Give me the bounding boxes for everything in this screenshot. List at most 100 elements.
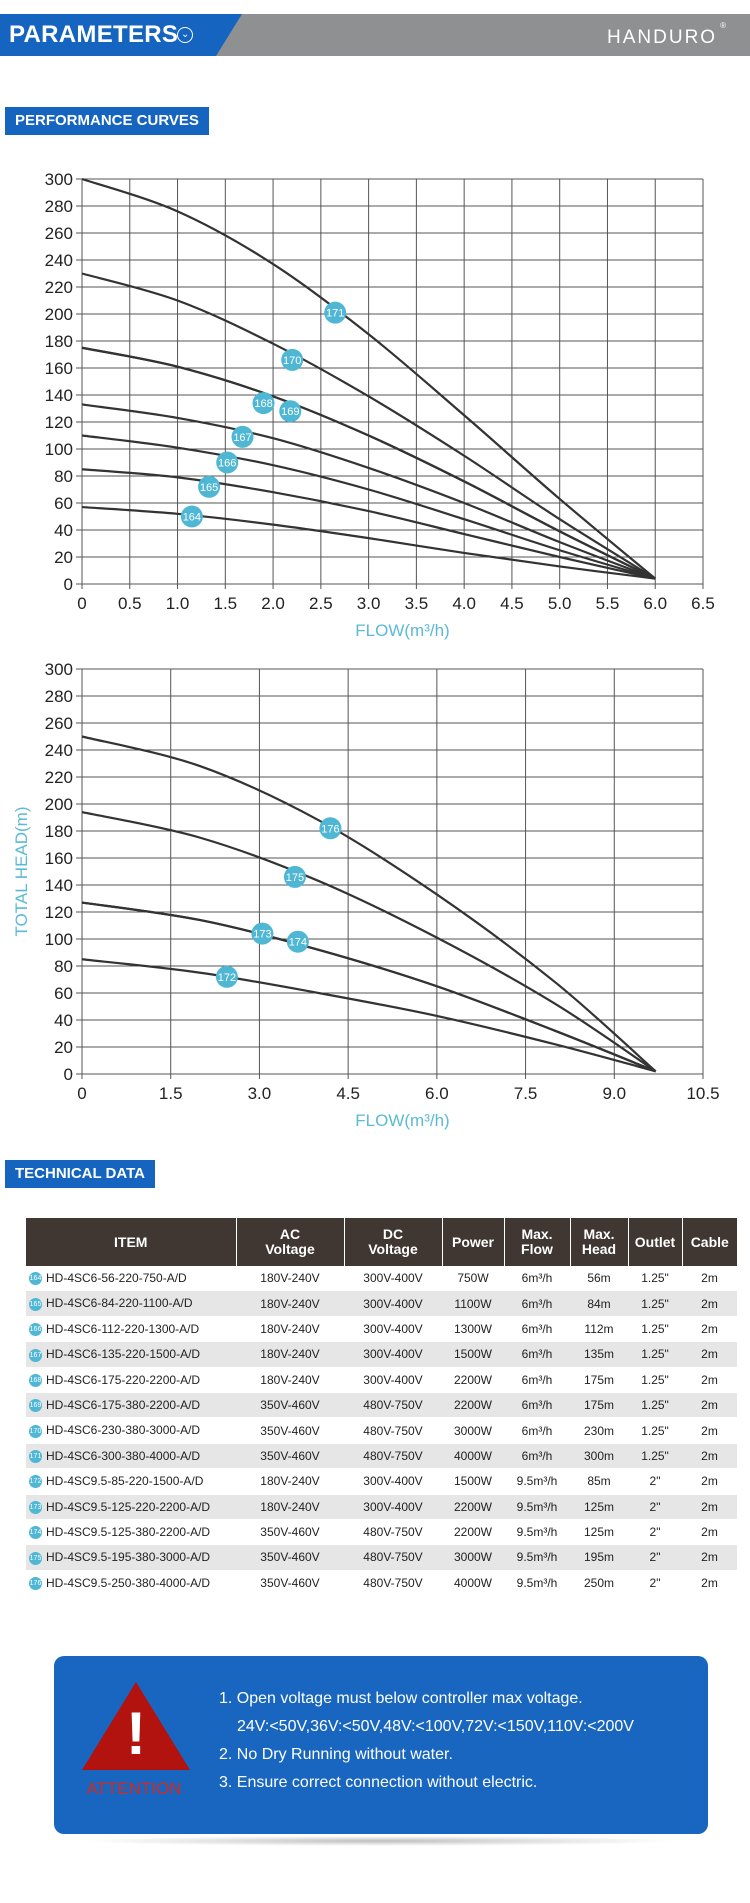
table-cell-flow: 9.5m³/h: [504, 1468, 570, 1495]
table-cell-dc: 300V-400V: [344, 1494, 442, 1520]
table-cell-ac: 180V-240V: [236, 1494, 344, 1520]
series-label-166: 166: [218, 458, 236, 470]
table-cell-power: 3000W: [442, 1417, 504, 1444]
table-cell-flow: 6m³/h: [504, 1290, 570, 1317]
table-cell-cable: 2m: [682, 1341, 737, 1368]
row-badge: 171: [29, 1450, 42, 1464]
series-marker-172: [215, 965, 238, 988]
table-cell-cable: 2m: [682, 1316, 737, 1343]
column-header-line-1: Power: [451, 1233, 494, 1250]
x-tick-label: 5.0: [548, 594, 572, 613]
y-tick-label: 100: [45, 440, 73, 459]
attention-label: ATTENTION: [86, 1779, 182, 1798]
series-label-172: 172: [218, 972, 236, 984]
series-marker-174: [286, 930, 309, 953]
row-badge: 165: [29, 1297, 42, 1311]
series-curve-173: [81, 901, 657, 1073]
table-cell-cable: 2m: [682, 1570, 737, 1597]
table-cell-outlet: 1.25": [628, 1367, 682, 1393]
column-header: Max. Head: [570, 1218, 629, 1266]
series-marker-169: [279, 400, 302, 423]
table-row: 167 HD-4SC6-135-220-1500-A/D 180V-240V 300V…: [26, 1341, 737, 1368]
x-axis-title: FLOW(m³/h): [355, 621, 449, 640]
column-header: DC Voltage: [344, 1218, 443, 1266]
table-cell-head: 56m: [570, 1266, 628, 1292]
y-tick-label: 200: [45, 795, 73, 814]
series-marker-171: [324, 301, 347, 324]
chart-1-svg: 0 0.5 1.0 1.5 2.0 2.5 3.0 3.5 4.0 4.5 5.0 5.5 6.0 6.5…: [45, 170, 715, 640]
y-tick-label: 200: [45, 305, 73, 324]
table-cell-power: 2200W: [442, 1494, 504, 1520]
x-tick-label: 0.5: [118, 594, 142, 613]
row-badge: 166: [29, 1323, 42, 1337]
table-cell-outlet: 1.25": [628, 1290, 682, 1317]
table-cell-ac: 180V-240V: [236, 1290, 344, 1317]
table-cell-item: 173 HD-4SC9.5-125-220-2200-A/D: [26, 1494, 236, 1520]
table-cell-cable: 2m: [682, 1266, 737, 1292]
notice-line-3: 3. Ensure correct connection without ele…: [219, 1774, 538, 1791]
table-cell-dc: 300V-400V: [344, 1316, 442, 1343]
table-row: 176 HD-4SC9.5-250-380-4000-A/D 350V-460V 48…: [26, 1570, 737, 1597]
item-model: HD-4SC6-56-220-750-A/D: [46, 1271, 187, 1286]
column-header: Power: [442, 1218, 505, 1266]
series-marker-170: [281, 348, 304, 371]
table-cell-item: 165 HD-4SC6-84-220-1100-A/D: [26, 1290, 236, 1317]
y-tick-label: 60: [54, 494, 73, 513]
series-marker-164: [180, 505, 203, 528]
table-cell-head: 85m: [570, 1468, 628, 1495]
notice-line-2: 2. No Dry Running without water.: [219, 1746, 453, 1763]
row-badge: 168: [29, 1373, 42, 1387]
row-badge: 175: [29, 1551, 42, 1565]
table-cell-outlet: 1.25": [628, 1443, 682, 1470]
header-banner: PARAMETERS ⌄ HANDURO®: [0, 14, 750, 56]
table-cell-power: 1500W: [442, 1341, 504, 1368]
column-header-line-1: AC: [279, 1226, 301, 1242]
y-tick-label: 80: [54, 957, 73, 976]
table-cell-ac: 180V-240V: [236, 1341, 344, 1368]
row-badge: 176: [29, 1577, 42, 1591]
item-model: HD-4SC6-230-380-3000-A/D: [46, 1423, 201, 1438]
x-tick-label: 5.5: [596, 594, 620, 613]
x-tick-label: 6.5: [691, 594, 715, 613]
table-cell-outlet: 2": [628, 1468, 682, 1495]
item-model: HD-4SC6-175-220-2200-A/D: [46, 1372, 201, 1387]
table-cell-cable: 2m: [682, 1367, 737, 1393]
row-badge: 169: [29, 1399, 42, 1413]
table-cell-flow: 9.5m³/h: [504, 1570, 570, 1597]
x-tick-label: 9.0: [602, 1084, 626, 1103]
table-cell-outlet: 2": [628, 1494, 682, 1520]
table-cell-outlet: 1.25": [628, 1266, 682, 1292]
table-cell-head: 230m: [570, 1417, 628, 1444]
x-tick-label: 2.5: [309, 594, 333, 613]
y-tick-label: 180: [45, 822, 73, 841]
table-cell-power: 2200W: [442, 1519, 504, 1546]
table-cell-cable: 2m: [682, 1519, 737, 1546]
table-row: 168 HD-4SC6-175-220-2200-A/D 180V-240V 300V…: [26, 1367, 737, 1393]
x-tick-label: 0: [77, 594, 86, 613]
section-tag-performance: PERFORMANCE CURVES: [5, 107, 209, 135]
table-cell-item: 171 HD-4SC6-300-380-4000-A/D: [26, 1443, 236, 1470]
x-tick-label: 3.0: [357, 594, 381, 613]
column-header-line-1: Max.: [521, 1226, 553, 1242]
x-tick-label: 4.5: [500, 594, 524, 613]
warning-triangle-icon: !: [82, 1682, 190, 1770]
y-tick-label: 280: [45, 197, 73, 216]
table-cell-item: 167 HD-4SC6-135-220-1500-A/D: [26, 1341, 236, 1368]
series-curve-172: [81, 958, 656, 1073]
table-cell-outlet: 1.25": [628, 1316, 682, 1343]
notice-line-1b: 24V:<50V,36V:<50V,48V:<100V,72V:<150V,11…: [237, 1718, 634, 1735]
series-label-170: 170: [283, 355, 301, 367]
series-label-174: 174: [289, 937, 307, 949]
y-tick-label: 20: [54, 1038, 73, 1057]
page-title: PARAMETERS: [9, 21, 179, 48]
y-tick-label: 140: [45, 386, 73, 405]
table-cell-flow: 6m³/h: [504, 1392, 570, 1419]
table-cell-cable: 2m: [682, 1544, 737, 1571]
table-header-row: ITEM AC Voltage DC Voltage Power Max. Flow Max. H…: [26, 1218, 737, 1266]
row-badge: 172: [29, 1475, 42, 1489]
column-header-line-2: Head: [581, 1241, 617, 1257]
column-header-line-1: ITEM: [114, 1233, 148, 1250]
chart-2-svg: 0 1.5 3.0 4.5 6.0 7.5 9.0 10.5 0 20 40 60 80 100 120 14…: [12, 660, 720, 1130]
table-cell-outlet: 1.25": [628, 1341, 682, 1368]
table-cell-dc: 480V-750V: [344, 1443, 442, 1470]
